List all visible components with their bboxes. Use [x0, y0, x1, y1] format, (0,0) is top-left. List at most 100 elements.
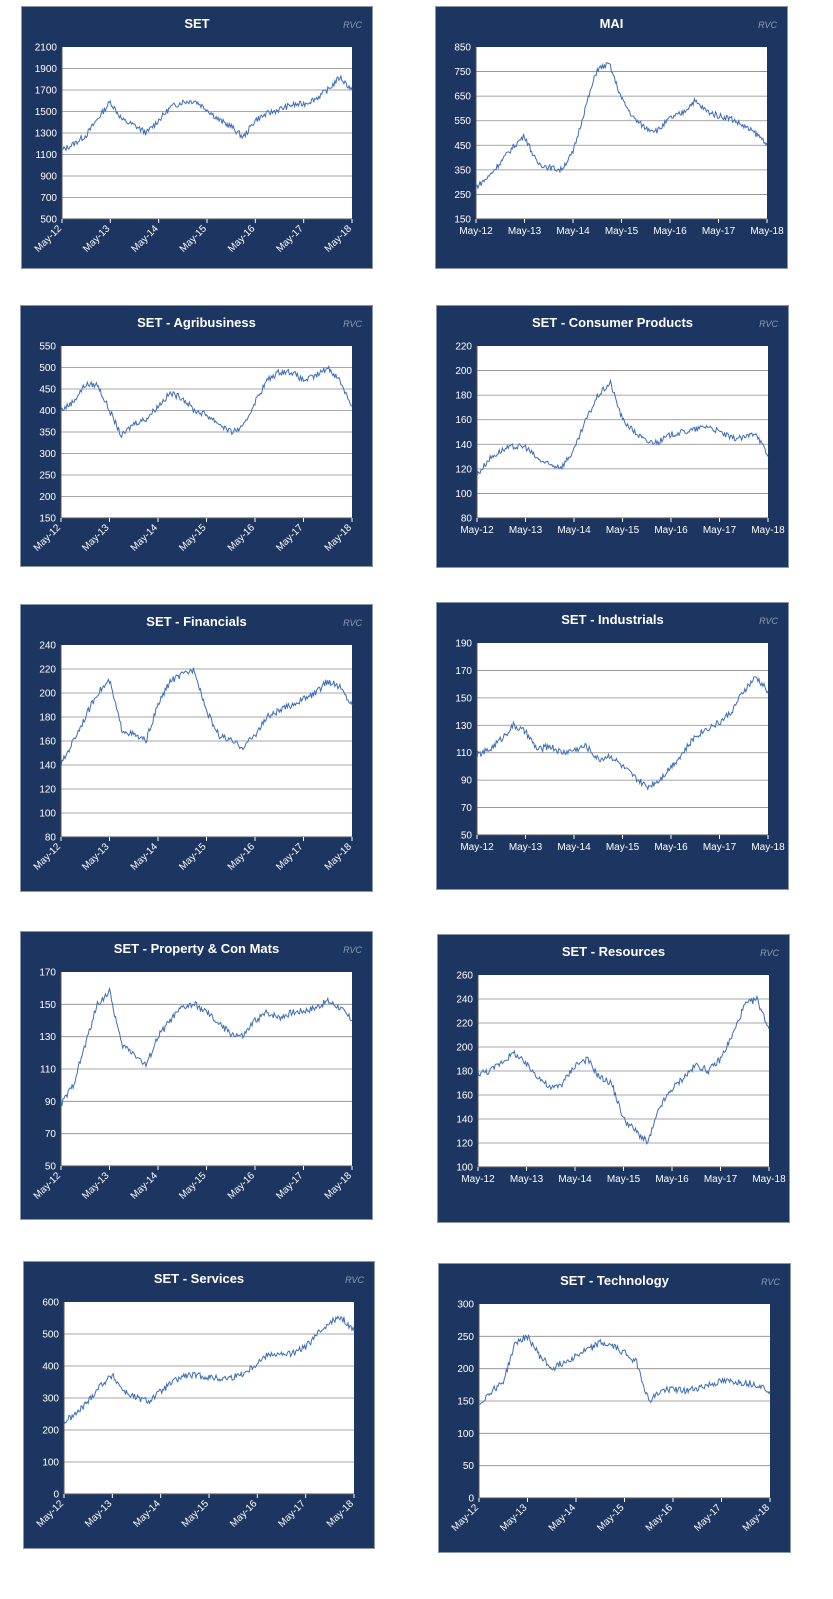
chart-panel-financials: SET - Financials RVC 80 100 120 140 160 180 20…	[20, 604, 373, 892]
y-tick-label: 2100	[35, 43, 58, 54]
y-tick-label: 300	[457, 1300, 474, 1311]
y-tick-label: 650	[454, 92, 471, 103]
y-tick-label: 130	[455, 721, 472, 732]
x-tick-label: May-17	[274, 1170, 306, 1202]
series-line	[63, 1315, 355, 1424]
x-tick-label: May-17	[276, 1498, 308, 1530]
x-tick-label: May-14	[557, 525, 591, 536]
y-tick-label: 100	[39, 809, 56, 820]
y-tick-label: 850	[454, 43, 471, 54]
y-tick-label: 180	[456, 1067, 473, 1078]
y-tick-label: 400	[39, 406, 56, 417]
x-tick-label: May-17	[704, 1174, 738, 1185]
y-tick-label: 50	[461, 831, 473, 842]
y-tick-label: 400	[42, 1362, 59, 1373]
y-tick-label: 1300	[35, 129, 58, 140]
x-tick-label: May-16	[644, 1502, 676, 1534]
chart-title: MAI	[599, 16, 624, 31]
chart-title: SET - Industrials	[561, 612, 664, 627]
chart-panel-set: SET RVC 500 700 900 1100 1300 1500 1700 1900 210…	[21, 6, 373, 269]
y-tick-label: 200	[39, 492, 56, 503]
x-tick-label: May-15	[180, 1498, 212, 1530]
chart-panel-agribusiness: SET - Agribusiness RVC 150 200 250 300 350 40…	[20, 305, 373, 567]
x-tick-label: May-15	[595, 1502, 627, 1534]
chart-plot: 0 50 100 150 200 250 300 May-12 May-13 May-14 May-…	[450, 1300, 773, 1534]
y-tick-label: 0	[53, 1490, 59, 1501]
y-tick-label: 100	[457, 1429, 474, 1440]
plot-area	[477, 643, 768, 835]
x-tick-label: May-15	[606, 842, 640, 853]
y-tick-label: 1500	[35, 107, 58, 118]
x-tick-label: May-18	[323, 1170, 355, 1202]
chart-panel-consumer-products: SET - Consumer Products RVC 80 100 120 140 1…	[436, 305, 789, 568]
series-line	[478, 1333, 771, 1405]
y-tick-label: 110	[456, 748, 472, 759]
y-tick-label: 600	[42, 1298, 59, 1309]
x-tick-label: May-14	[129, 522, 161, 554]
y-tick-label: 500	[40, 215, 57, 226]
chart-title: SET - Services	[153, 1271, 245, 1286]
y-tick-label: 150	[39, 514, 56, 525]
y-tick-label: 140	[456, 1115, 473, 1126]
chart-plot: 0 100 200 300 400 500 600 May-12 May-13 May-14 May…	[35, 1298, 357, 1530]
chart-title: SET	[184, 16, 210, 31]
x-tick-label: May-13	[498, 1502, 530, 1534]
y-tick-label: 190	[455, 639, 472, 650]
watermark: RVC	[343, 20, 362, 30]
x-tick-label: May-17	[274, 522, 306, 554]
chart-plot: 100 120 140 160 180 200 220 240 260 May-12 May-13 M…	[456, 971, 786, 1186]
chart-title: SET - Consumer Products	[531, 315, 694, 330]
y-tick-label: 120	[39, 785, 56, 796]
x-tick-label: May-16	[226, 841, 258, 873]
x-tick-label: May-16	[226, 223, 258, 255]
chart-panel-mai: MAI RVC 150 250 350 450 550 650 750 850 May-12 Ma…	[435, 6, 788, 269]
x-tick-label: May-14	[558, 1174, 592, 1185]
y-tick-label: 900	[40, 172, 57, 183]
x-tick-label: May-13	[510, 1174, 544, 1185]
x-tick-label: May-12	[450, 1502, 482, 1534]
x-tick-label: May-17	[692, 1502, 724, 1534]
chart-plot: 500 700 900 1100 1300 1500 1700 1900 2100 May-12 M…	[33, 43, 355, 255]
chart-title: SET - Technology	[560, 1273, 669, 1288]
chart-plot: 150 200 250 300 350 400 450 500 550 May-12 May-13 M…	[32, 342, 355, 554]
x-tick-label: May-12	[459, 226, 493, 237]
y-tick-label: 200	[39, 689, 56, 700]
chart-panel-resources: SET - Resources RVC 100 120 140 160 180 200 22…	[437, 934, 790, 1223]
y-tick-label: 550	[454, 116, 471, 127]
x-tick-label: May-16	[226, 1170, 258, 1202]
x-tick-label: May-15	[177, 522, 209, 554]
x-tick-label: May-13	[80, 841, 112, 873]
y-tick-label: 300	[39, 449, 56, 460]
chart-plot: 80 100 120 140 160 180 200 220 240 May-12 May-13 Ma…	[32, 641, 355, 873]
chart-panel-technology: SET - Technology RVC 0 50 100 150 200 250 300 M…	[438, 1263, 791, 1553]
chart-plot: 150 250 350 450 550 650 750 850 May-12 May-13 May-…	[454, 43, 784, 238]
watermark: RVC	[761, 1277, 780, 1287]
y-tick-label: 250	[454, 190, 471, 201]
y-tick-label: 0	[468, 1494, 474, 1505]
series-line	[60, 667, 353, 768]
x-tick-label: May-12	[35, 1498, 67, 1530]
y-tick-label: 550	[39, 342, 56, 353]
y-tick-label: 70	[461, 803, 473, 814]
y-tick-label: 80	[45, 833, 57, 844]
y-tick-label: 500	[42, 1330, 59, 1341]
x-tick-label: May-13	[509, 842, 543, 853]
x-tick-label: May-16	[654, 842, 688, 853]
y-tick-label: 90	[45, 1097, 57, 1108]
y-tick-label: 170	[39, 968, 56, 979]
watermark: RVC	[343, 945, 362, 955]
x-tick-label: May-17	[274, 841, 306, 873]
x-tick-label: May-13	[83, 1498, 115, 1530]
x-tick-label: May-17	[274, 223, 306, 255]
y-tick-label: 1900	[35, 64, 58, 75]
x-tick-label: May-15	[177, 1170, 209, 1202]
x-tick-label: May-12	[32, 522, 64, 554]
y-tick-label: 220	[39, 665, 56, 676]
y-tick-label: 450	[454, 141, 471, 152]
x-tick-label: May-17	[702, 226, 736, 237]
y-tick-label: 140	[39, 761, 56, 772]
x-tick-label: May-18	[752, 1174, 786, 1185]
y-tick-label: 70	[45, 1129, 57, 1140]
y-tick-label: 350	[454, 165, 471, 176]
series-line	[60, 986, 353, 1106]
